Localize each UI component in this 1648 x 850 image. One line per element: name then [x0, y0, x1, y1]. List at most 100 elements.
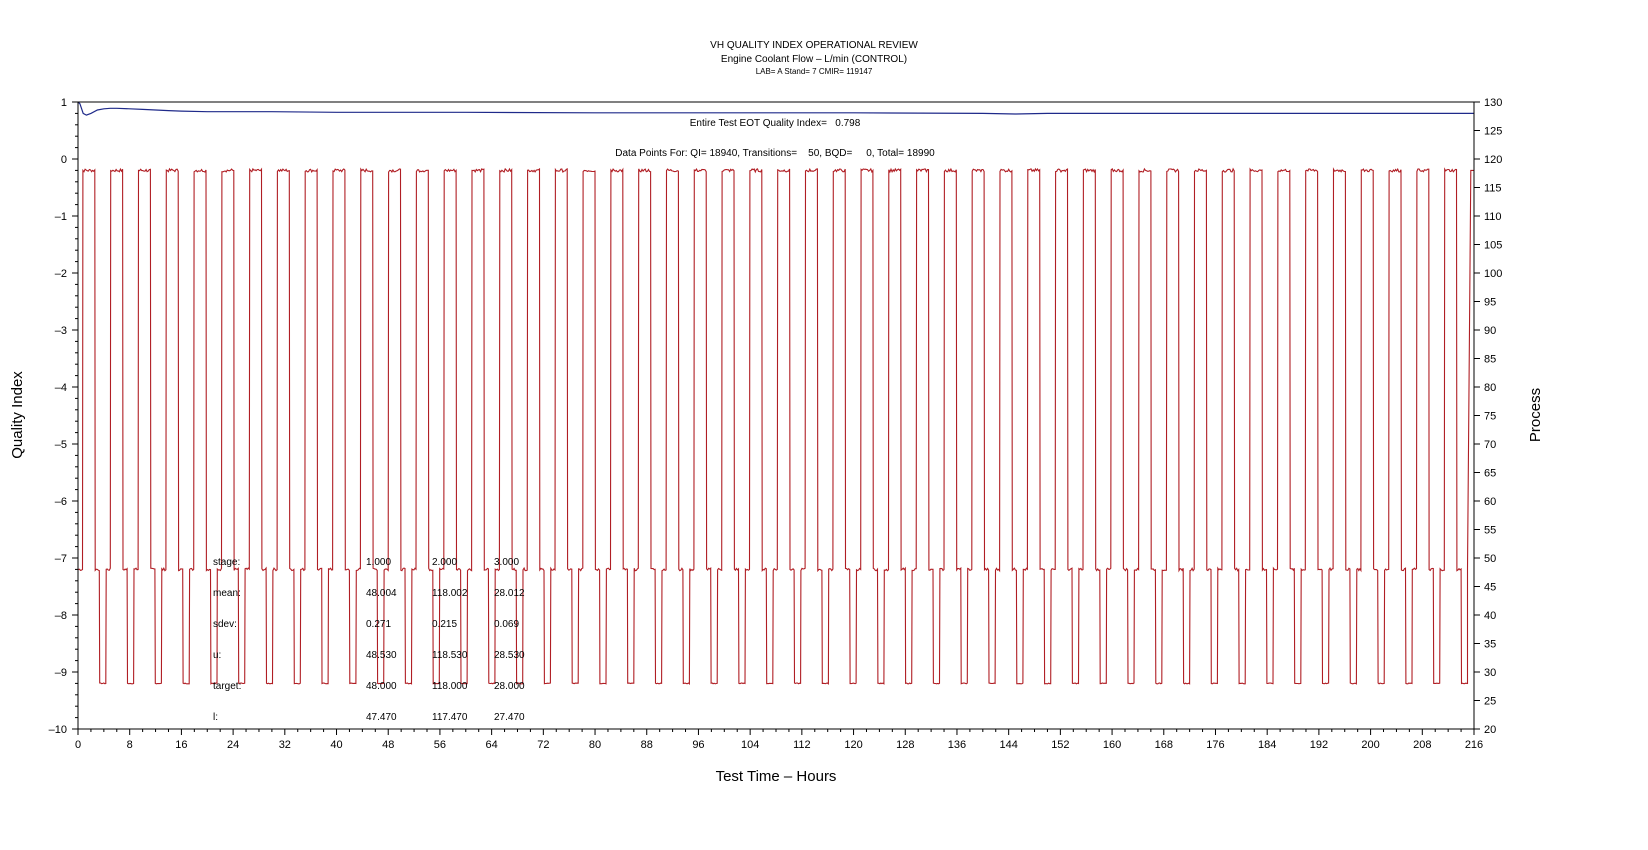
stats-row-cell: 118.002: [432, 588, 468, 599]
y-right-tick-label: 120: [1484, 154, 1502, 166]
y-right-tick-label: 60: [1484, 496, 1496, 508]
stats-row-cell: 27.470: [494, 712, 525, 723]
stats-row-cell: 118.000: [432, 681, 468, 692]
x-tick-label: 72: [537, 739, 549, 751]
y-left-tick-label: 0: [61, 154, 67, 166]
x-tick-label: 216: [1465, 739, 1483, 751]
stats-row-cell: 28.000: [494, 681, 525, 692]
stats-header-cell: 3.000: [494, 557, 519, 568]
stats-row-cell: target:: [213, 681, 241, 692]
stats-header-cell: 1.000: [366, 557, 391, 568]
y-right-tick-label: 100: [1484, 268, 1502, 280]
y-left-tick-label: –7: [55, 553, 67, 565]
x-tick-label: 152: [1051, 739, 1069, 751]
stats-row-cell: 47.470: [366, 712, 397, 723]
y-right-tick-label: 25: [1484, 696, 1496, 708]
y-right-tick-label: 70: [1484, 439, 1496, 451]
x-tick-label: 16: [175, 739, 187, 751]
series-layer: [77, 101, 1474, 685]
stats-row-cell: 118.530: [432, 650, 468, 661]
x-axis-title: Test Time – Hours: [716, 768, 837, 785]
y-right-tick-label: 90: [1484, 325, 1496, 337]
x-tick-label: 8: [127, 739, 133, 751]
x-tick-label: 96: [692, 739, 704, 751]
data-points-annotation: Data Points For: QI= 18940, Transitions=…: [615, 148, 935, 159]
stats-row-cell: 28.530: [494, 650, 525, 661]
y-right-tick-label: 80: [1484, 382, 1496, 394]
y-right-tick-label: 125: [1484, 126, 1502, 138]
stats-row-cell: l:: [213, 712, 218, 723]
stats-row-cell: 48.530: [366, 650, 397, 661]
y-right-tick-label: 115: [1484, 183, 1502, 195]
x-tick-label: 40: [330, 739, 342, 751]
stats-row-cell: 48.000: [366, 681, 397, 692]
y-left-tick-label: –5: [55, 439, 67, 451]
y-right-tick-label: 130: [1484, 97, 1502, 109]
x-tick-label: 168: [1155, 739, 1173, 751]
x-tick-label: 88: [641, 739, 653, 751]
chart-subsubtitle: LAB= A Stand= 7 CMIR= 119147: [756, 67, 873, 76]
y-right-tick-label: 85: [1484, 354, 1496, 366]
x-tick-label: 80: [589, 739, 601, 751]
x-tick-label: 200: [1361, 739, 1379, 751]
x-tick-label: 208: [1413, 739, 1431, 751]
stats-row-cell: 28.012: [494, 588, 525, 599]
stats-row-cell: mean:: [213, 588, 241, 599]
x-tick-label: 112: [793, 739, 811, 751]
y-left-tick-label: –3: [55, 325, 67, 337]
x-tick-label: 56: [434, 739, 446, 751]
y-left-tick-label: –9: [55, 667, 67, 679]
y-axis-left-title: Quality Index: [9, 371, 26, 459]
y-right-tick-label: 50: [1484, 553, 1496, 565]
y-right-tick-label: 95: [1484, 297, 1496, 309]
y-axis-right-title: Process: [1527, 388, 1544, 442]
x-tick-label: 176: [1206, 739, 1224, 751]
eot-quality-index-annotation: Entire Test EOT Quality Index= 0.798: [690, 118, 861, 129]
x-tick-label: 184: [1258, 739, 1276, 751]
chart-title: VH QUALITY INDEX OPERATIONAL REVIEW: [710, 40, 918, 51]
x-tick-label: 0: [75, 739, 81, 751]
stats-table: stage: 1.000 2.000 3.000 mean: 48.004 118.002 2…: [213, 557, 525, 723]
y-right-tick-label: 75: [1484, 411, 1496, 423]
series-process-line: [78, 167, 1474, 685]
series-quality-index-line: [77, 101, 1474, 116]
y-left-tick-label: –6: [55, 496, 67, 508]
axes-layer: 0 8 16 24 32 40 48 56 64 72 80 88 96 104 112 120 128 136 1…: [49, 97, 1503, 751]
y-right-tick-label: 105: [1484, 240, 1502, 252]
y-right-tick-label: 110: [1484, 211, 1502, 223]
x-tick-label: 24: [227, 739, 239, 751]
stats-row-cell: u:: [213, 650, 221, 661]
y-left-tick-label: –10: [49, 724, 67, 736]
y-left-tick-label: –8: [55, 610, 67, 622]
x-tick-label: 144: [999, 739, 1017, 751]
y-right-tick-label: 65: [1484, 468, 1496, 480]
x-tick-label: 32: [279, 739, 291, 751]
stats-row-cell: 48.004: [366, 588, 397, 599]
y-right-tick-label: 55: [1484, 525, 1496, 537]
stats-header-cell: stage:: [213, 557, 240, 568]
y-left-tick-label: –1: [55, 211, 67, 223]
x-tick-label: 64: [486, 739, 498, 751]
x-tick-label: 104: [741, 739, 759, 751]
stats-row-cell: 117.470: [432, 712, 468, 723]
y-right-tick-label: 20: [1484, 724, 1496, 736]
stats-row-cell: 0.069: [494, 619, 519, 630]
x-tick-label: 128: [896, 739, 914, 751]
stats-row-cell: 0.215: [432, 619, 457, 630]
x-tick-label: 120: [844, 739, 862, 751]
x-tick-label: 160: [1103, 739, 1121, 751]
x-tick-label: 48: [382, 739, 394, 751]
chart-subtitle: Engine Coolant Flow – L/min (CONTROL): [721, 54, 907, 65]
y-left-tick-label: 1: [61, 97, 67, 109]
y-right-tick-label: 35: [1484, 639, 1496, 651]
x-tick-label: 192: [1310, 739, 1328, 751]
y-left-tick-label: –2: [55, 268, 67, 280]
x-tick-label: 136: [948, 739, 966, 751]
stats-row-cell: 0.271: [366, 619, 391, 630]
y-right-tick-label: 30: [1484, 667, 1496, 679]
stats-row-cell: sdev:: [213, 619, 237, 630]
stats-header-cell: 2.000: [432, 557, 457, 568]
y-left-tick-label: –4: [55, 382, 67, 394]
